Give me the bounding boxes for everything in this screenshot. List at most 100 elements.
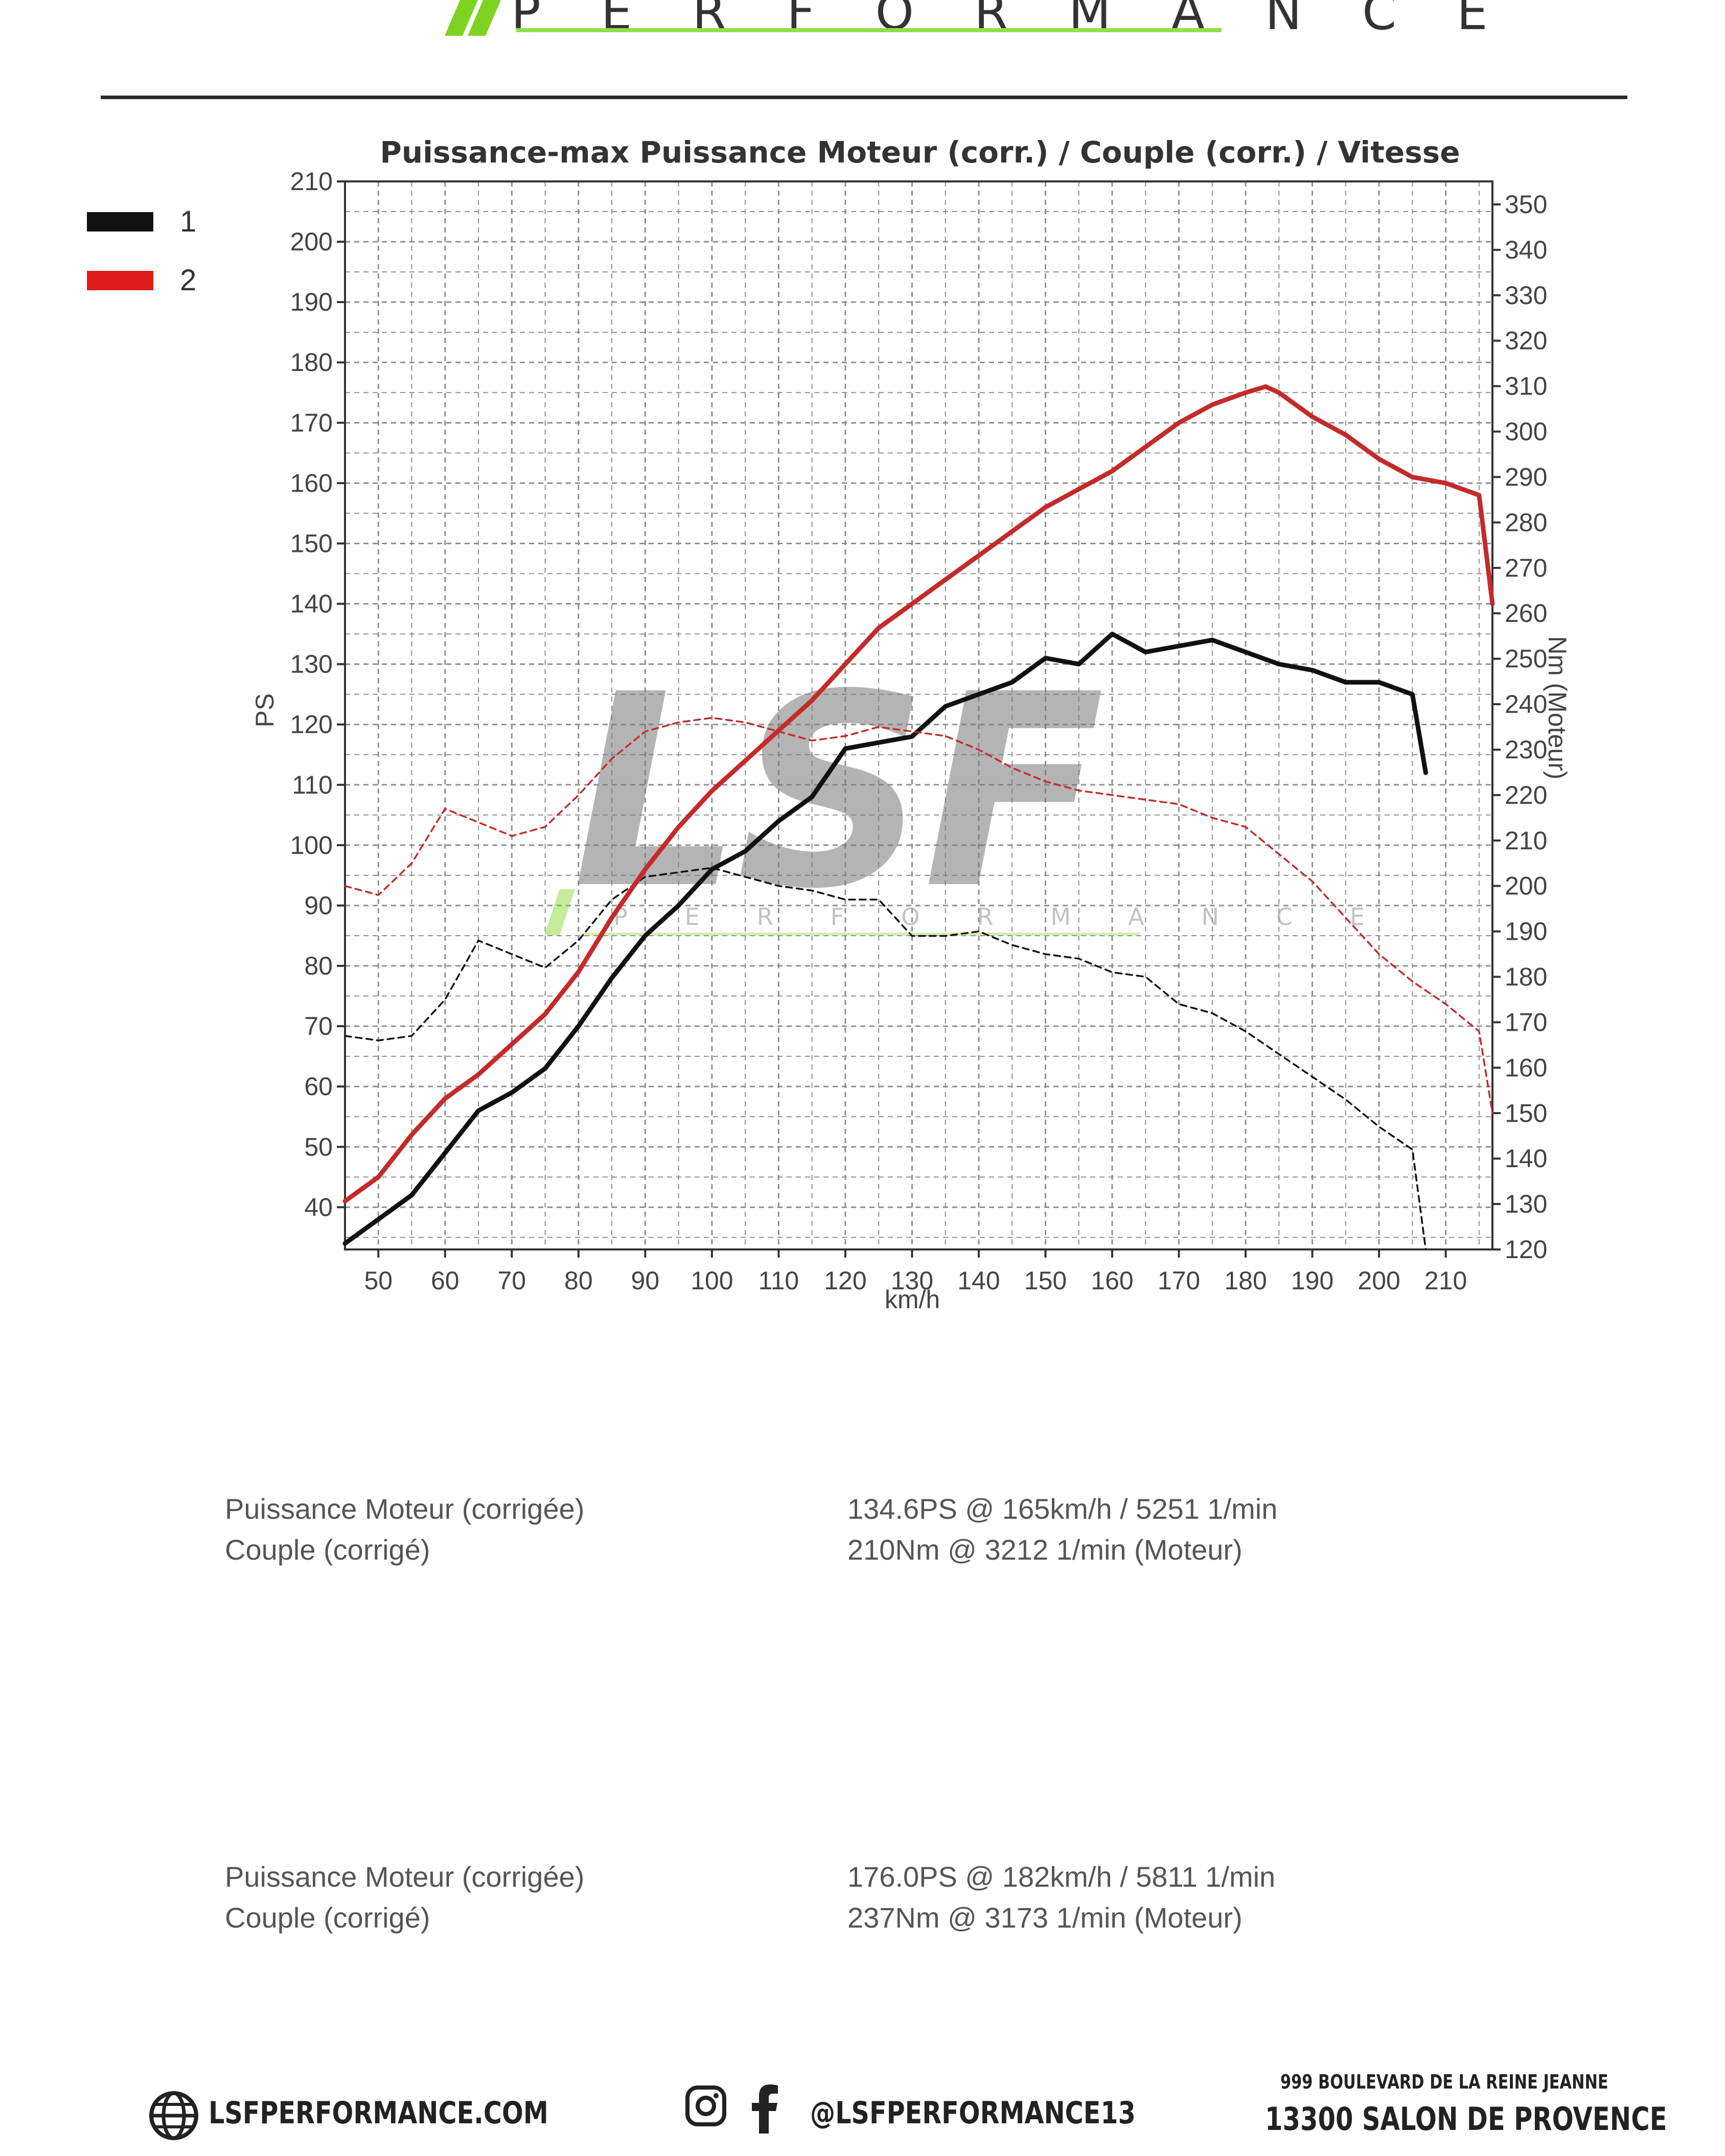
- run-2-power-value: 176.0PS @ 182km/h / 5811 1/min: [847, 1861, 1276, 1893]
- results-run-2: Puissance Moteur (corrigée) 176.0PS @ 18…: [225, 1860, 1349, 1947]
- series-1-torque-line: [344, 867, 1427, 1250]
- facebook-icon[interactable]: [750, 2082, 779, 2134]
- legend-swatch-2: [87, 271, 153, 290]
- left-tick-label: 210: [290, 167, 333, 196]
- x-tick-label: 80: [564, 1266, 593, 1295]
- right-tick-label: 330: [1505, 281, 1547, 310]
- chart-legend: 1 2: [87, 204, 220, 307]
- x-tick-label: 190: [1291, 1266, 1333, 1295]
- right-tick-label: 170: [1505, 1008, 1547, 1036]
- watermark-subtext: PERFORMANCE: [613, 903, 1422, 931]
- right-tick-label: 320: [1505, 327, 1547, 355]
- globe-icon: [149, 2091, 198, 2140]
- right-tick-label: 300: [1505, 418, 1547, 446]
- watermark-accent: [544, 889, 575, 935]
- right-tick-label: 270: [1505, 553, 1547, 582]
- left-tick-label: 50: [304, 1132, 333, 1161]
- right-tick-label: 120: [1505, 1235, 1547, 1264]
- footer-social-handle[interactable]: @LSFPERFORMANCE13: [810, 2095, 1136, 2131]
- run-1-power-label: Puissance Moteur (corrigée): [225, 1493, 585, 1525]
- x-tick-label: 130: [891, 1266, 933, 1295]
- run-1-power-value: 134.6PS @ 165km/h / 5251 1/min: [847, 1493, 1278, 1525]
- x-axis-ticks: 50 60 70 80 90 100 110 120 130 140 150 160 170 180 190…: [364, 1249, 1467, 1295]
- left-tick-label: 90: [304, 891, 333, 920]
- left-tick-label: 80: [304, 952, 333, 980]
- left-tick-label: 170: [290, 408, 333, 437]
- x-tick-label: 160: [1091, 1266, 1133, 1295]
- right-tick-label: 310: [1505, 372, 1547, 401]
- right-tick-label: 200: [1505, 872, 1547, 900]
- chart-title: Puissance-max Puissance Moteur (corr.) /…: [380, 135, 1460, 170]
- right-tick-label: 240: [1505, 690, 1547, 718]
- x-tick-label: 120: [824, 1266, 866, 1295]
- x-tick-label: 110: [758, 1266, 799, 1295]
- left-tick-label: 60: [304, 1072, 333, 1101]
- footer-address-line2: 13300 SALON DE PROVENCE: [1265, 2100, 1667, 2138]
- header-divider: [101, 96, 1627, 99]
- right-tick-label: 260: [1505, 599, 1547, 628]
- plot-frame: [344, 180, 1493, 1250]
- right-tick-label: 130: [1505, 1190, 1547, 1218]
- x-tick-label: 70: [497, 1266, 526, 1295]
- instagram-icon[interactable]: [685, 2085, 727, 2127]
- series-2-power-line: [342, 384, 1495, 1203]
- left-tick-label: 120: [290, 710, 333, 739]
- left-tick-label: 70: [304, 1012, 333, 1040]
- brand-logo-mark: [445, 0, 501, 36]
- left-tick-label: 160: [290, 469, 333, 497]
- x-tick-label: 140: [957, 1266, 1000, 1295]
- right-tick-label: 180: [1505, 963, 1547, 991]
- y-axis-label-left: PS: [250, 693, 279, 728]
- x-tick-label: 60: [431, 1266, 459, 1295]
- right-tick-label: 210: [1505, 826, 1547, 855]
- footer-website[interactable]: LSFPERFORMANCE.COM: [209, 2095, 548, 2131]
- run-2-power-label: Puissance Moteur (corrigée): [225, 1861, 585, 1893]
- x-tick-label: 50: [364, 1266, 393, 1295]
- watermark-logo: LSFPERFORMANCE: [544, 637, 1422, 947]
- left-axis-ticks: 40 50 60 70 80 90 100 110 120 130 140 150 160 170 180 1…: [290, 167, 345, 1221]
- right-tick-label: 190: [1505, 917, 1547, 946]
- right-tick-label: 230: [1505, 735, 1547, 764]
- legend-swatch-1: [87, 212, 153, 231]
- legend-label-2: 2: [180, 264, 197, 297]
- right-axis-ticks: 120 130 140 150 160 170 180 190 200 210 220 230 240 2…: [1492, 190, 1547, 1264]
- left-tick-label: 180: [290, 348, 333, 377]
- left-tick-label: 40: [304, 1193, 333, 1221]
- series-2-torque-line: [344, 716, 1493, 1115]
- x-axis-label: km/h: [885, 1285, 940, 1314]
- right-tick-label: 150: [1505, 1099, 1547, 1127]
- x-tick-label: 150: [1024, 1266, 1067, 1295]
- run-2-torque-value: 237Nm @ 3173 1/min (Moteur): [847, 1902, 1243, 1934]
- run-1-torque-value: 210Nm @ 3212 1/min (Moteur): [847, 1534, 1243, 1566]
- results-run-1: Puissance Moteur (corrigée) 134.6PS @ 16…: [225, 1492, 1349, 1579]
- footer-address-line1: 999 BOULEVARD DE LA REINE JEANNE: [1280, 2071, 1608, 2093]
- x-tick-label: 180: [1224, 1266, 1267, 1295]
- left-tick-label: 140: [290, 590, 333, 618]
- right-tick-label: 280: [1505, 508, 1547, 537]
- right-tick-label: 290: [1505, 462, 1547, 491]
- run-1-torque-label: Couple (corrigé): [225, 1534, 430, 1566]
- right-tick-label: 350: [1505, 190, 1547, 219]
- right-tick-label: 160: [1505, 1053, 1547, 1082]
- legend-label-1: 1: [180, 205, 197, 238]
- chart-grid: [345, 180, 1492, 1249]
- x-tick-label: 100: [691, 1266, 733, 1295]
- chart-series: [342, 384, 1495, 1250]
- left-tick-label: 110: [292, 771, 333, 799]
- x-tick-label: 90: [631, 1266, 660, 1295]
- y-axis-label-right: Nm (Moteur): [1543, 636, 1572, 780]
- dyno-chart: Puissance-max Puissance Moteur (corr.) /…: [250, 135, 1572, 1314]
- chart-axes: [344, 180, 1493, 1250]
- left-tick-label: 150: [290, 529, 333, 558]
- x-tick-label: 170: [1158, 1266, 1200, 1295]
- left-tick-label: 130: [290, 650, 333, 679]
- right-tick-label: 340: [1505, 236, 1547, 264]
- run-2-torque-label: Couple (corrigé): [225, 1902, 430, 1934]
- right-tick-label: 250: [1505, 644, 1547, 673]
- brand-logo-underline: [516, 28, 1222, 32]
- brand-logo-text: PERFORMANCE: [511, 0, 1548, 41]
- x-tick-label: 200: [1358, 1266, 1400, 1295]
- right-tick-label: 220: [1505, 781, 1547, 809]
- series-1-power-line: [342, 632, 1428, 1246]
- left-tick-label: 100: [290, 831, 333, 860]
